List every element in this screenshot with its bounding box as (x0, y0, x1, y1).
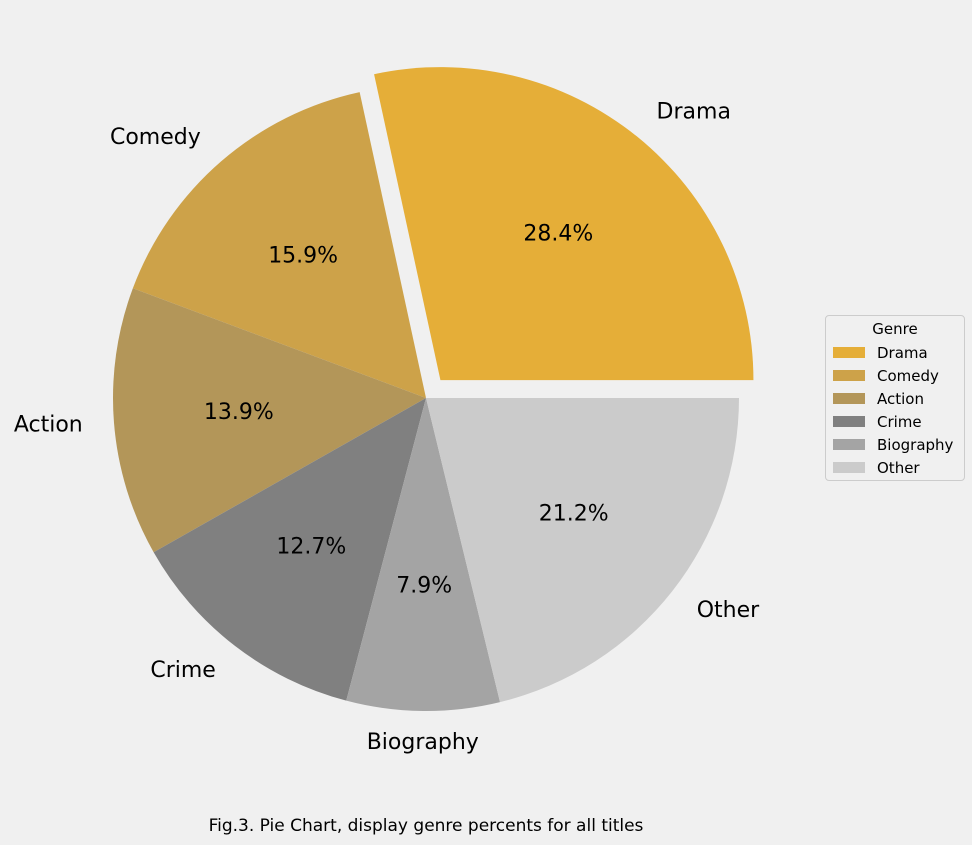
legend-item-action: Action (826, 387, 964, 410)
slice-label-other: Other (697, 598, 760, 623)
slice-label-crime: Crime (150, 658, 215, 683)
legend-item-biography: Biography (826, 433, 964, 456)
pie-slice-other (426, 398, 739, 703)
legend-item-crime: Crime (826, 410, 964, 433)
legend-swatch-drama (833, 347, 865, 358)
pie-slice-crime (153, 398, 426, 701)
percent-label-comedy: 15.9% (268, 243, 338, 268)
slice-label-biography: Biography (367, 730, 479, 755)
slice-label-drama: Drama (657, 100, 731, 125)
legend-swatch-action (833, 393, 865, 404)
legend-label-crime: Crime (877, 412, 922, 431)
percent-label-other: 21.2% (539, 502, 609, 527)
legend-label-biography: Biography (877, 435, 954, 454)
legend-swatch-comedy (833, 370, 865, 381)
legend-label-comedy: Comedy (877, 366, 939, 385)
legend-item-drama: Drama (826, 341, 964, 364)
slice-label-comedy: Comedy (110, 125, 201, 150)
legend-swatch-crime (833, 416, 865, 427)
percent-label-action: 13.9% (204, 400, 274, 425)
legend-item-other: Other (826, 456, 964, 479)
percent-label-drama: 28.4% (523, 221, 593, 246)
legend-swatch-other (833, 462, 865, 473)
figure-caption: Fig.3. Pie Chart, display genre percents… (208, 816, 644, 836)
legend: Genre Drama Comedy Action Crime Biography Oth… (825, 315, 965, 481)
pie-slice-comedy (132, 92, 427, 398)
legend-label-other: Other (877, 458, 920, 477)
percent-label-biography: 7.9% (396, 573, 452, 598)
legend-swatch-biography (833, 439, 865, 450)
legend-label-action: Action (877, 389, 924, 408)
pie-slice-action (112, 288, 426, 553)
percent-label-crime: 12.7% (276, 534, 346, 559)
pie-slice-biography (346, 398, 501, 711)
legend-title: Genre (872, 320, 918, 338)
legend-label-drama: Drama (877, 343, 928, 362)
slice-label-action: Action (14, 413, 83, 438)
legend-item-comedy: Comedy (826, 364, 964, 387)
pie-slice-drama (374, 67, 754, 381)
